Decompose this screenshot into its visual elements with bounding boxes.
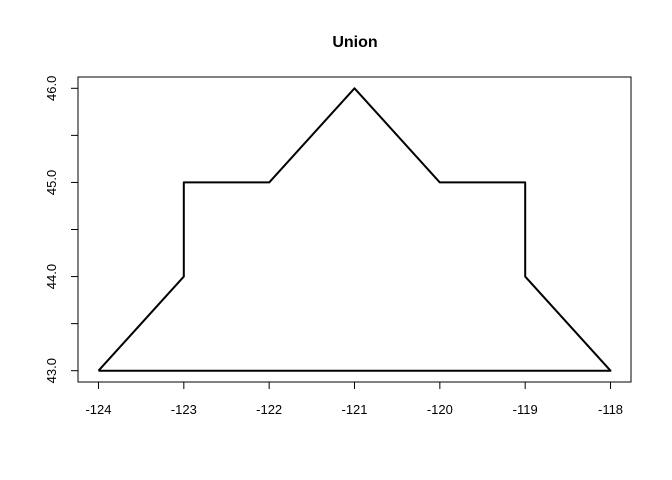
x-axis: -124 -123 -122 -121 -120 -119 -118: [85, 381, 623, 417]
y-tick-label: 46.0: [44, 76, 59, 101]
x-tick-label: -121: [341, 402, 367, 417]
x-tick-label: -118: [598, 402, 623, 417]
x-tick-label: -123: [171, 402, 197, 417]
x-tick-label: -122: [256, 402, 282, 417]
x-tick-label: -124: [85, 402, 111, 417]
y-tick-label: 43.0: [44, 358, 59, 383]
x-tick-label: -119: [513, 402, 538, 417]
plot-frame: [77, 76, 632, 383]
y-axis: 43.0 44.0 45.0 46.0: [44, 76, 79, 383]
x-tick-label: -120: [427, 402, 453, 417]
chart-title: Union: [332, 34, 377, 51]
series-layer: [97, 87, 612, 372]
y-tick-label: 44.0: [44, 264, 59, 289]
union-polygon-line: [97, 87, 612, 372]
y-tick-label: 45.0: [44, 170, 59, 195]
